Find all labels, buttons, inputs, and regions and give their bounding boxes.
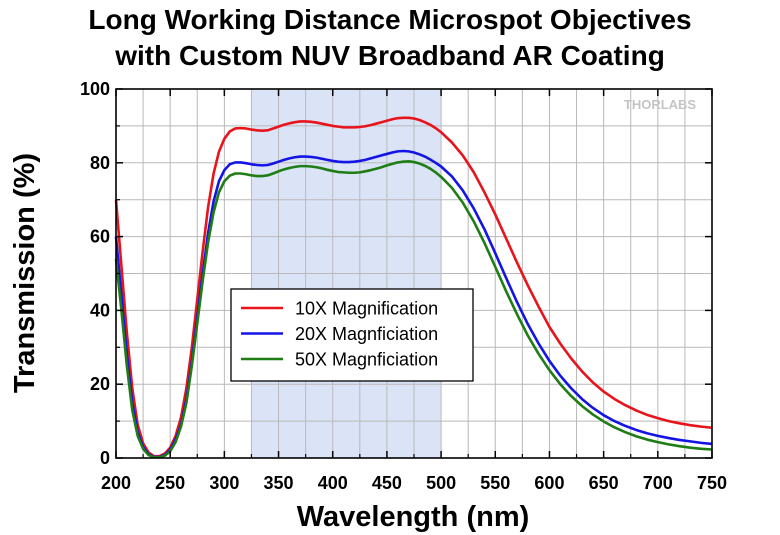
y-tick-label: 100 [80, 79, 110, 99]
tick-layer: 200 250 300 350 400 450 500 550 600 650 700 750 0 20 4… [80, 79, 727, 493]
chart-title-line-2: with Custom NUV Broadband AR Coating [115, 40, 665, 71]
y-tick-label: 0 [100, 448, 110, 468]
series-line-3 [114, 160, 713, 459]
x-tick-label: 700 [643, 473, 673, 493]
y-tick-label: 20 [90, 374, 110, 394]
x-tick-label: 300 [209, 473, 239, 493]
x-tick-label: 450 [372, 473, 402, 493]
legend-label-1: 10X Magnification [295, 299, 438, 319]
x-tick-label: 400 [318, 473, 348, 493]
legend-box [230, 288, 474, 382]
x-tick-label: 250 [155, 473, 185, 493]
y-tick-label: 60 [90, 227, 110, 247]
y-axis-label: Transmission (%) [9, 153, 41, 393]
thorlabs-watermark: THORLABS [624, 97, 697, 112]
x-tick-label: 750 [697, 473, 727, 493]
legend-label-2: 20X Magnficiation [295, 324, 438, 344]
series-layer [114, 116, 713, 459]
x-tick-label: 650 [589, 473, 619, 493]
legend-label-3: 50X Magnficiation [295, 350, 438, 370]
y-tick-label: 40 [90, 300, 110, 320]
chart-title: Long Working Distance Microspot Objectiv… [0, 2, 780, 74]
x-tick-label: 350 [264, 473, 294, 493]
x-tick-label: 200 [101, 473, 131, 493]
chart-title-line-1: Long Working Distance Microspot Objectiv… [88, 4, 692, 35]
series-line-1 [114, 116, 713, 458]
x-tick-label: 550 [480, 473, 510, 493]
x-tick-label: 600 [534, 473, 564, 493]
y-tick-label: 80 [90, 153, 110, 173]
legend: 10X Magnification 20X Magnficiation 50X Ma… [230, 288, 474, 382]
x-axis-label: Wavelength (nm) [297, 501, 530, 533]
x-tick-label: 500 [426, 473, 456, 493]
